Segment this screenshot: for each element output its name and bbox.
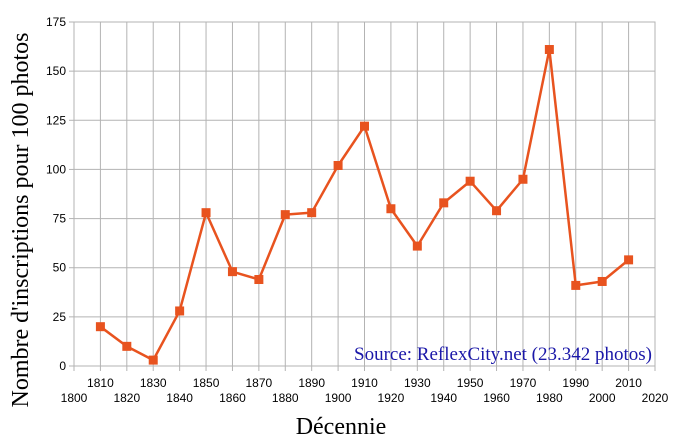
x-tick-label: 1840 [166,391,193,405]
data-point-marker [175,306,185,316]
y-tick-label: 0 [59,359,66,373]
data-point-marker [597,276,607,286]
x-tick-label: 2020 [642,391,669,405]
data-point-marker [227,267,237,277]
x-tick-label: 1890 [298,376,325,390]
x-tick-label: 1830 [140,376,167,390]
data-point-marker [465,176,475,186]
x-tick-label: 1880 [272,391,299,405]
y-tick-label: 50 [53,261,67,275]
x-tick-label: 1940 [430,391,457,405]
data-point-marker [492,206,502,216]
y-tick-label: 25 [53,310,67,324]
data-point-marker [412,241,422,251]
x-tick-label: 1970 [510,376,537,390]
data-point-marker [280,210,290,220]
x-tick-label: 1860 [219,391,246,405]
x-tick-label: 1800 [61,391,88,405]
y-tick-label: 150 [46,64,66,78]
x-tick-label: 1980 [536,391,563,405]
data-point-marker [254,275,264,285]
data-point-marker [571,280,581,290]
y-tick-label: 75 [53,212,67,226]
y-tick-label: 100 [46,162,66,176]
data-point-marker [333,160,343,170]
x-tick-label: 1820 [113,391,140,405]
grid-lines [74,22,655,366]
x-tick-label: 1900 [325,391,352,405]
data-point-marker [122,341,132,351]
x-axis-title: Décennie [296,414,387,440]
x-tick-label: 1920 [378,391,405,405]
x-tick-label: 2000 [589,391,616,405]
data-point-marker [518,174,528,184]
x-tick-label: 1960 [483,391,510,405]
x-tick-label: 1930 [404,376,431,390]
x-tick-label: 1910 [351,376,378,390]
y-axis-title: Nombre d'inscriptions pour 100 photos [8,33,34,408]
y-tick-label: 175 [46,15,66,29]
data-point-marker [95,322,105,332]
source-annotation: Source: ReflexCity.net (23.342 photos) [354,344,652,365]
data-point-marker [148,355,158,365]
data-point-marker [544,45,554,55]
series-layer [95,45,634,365]
data-point-marker [624,255,634,265]
x-tick-label: 1810 [87,376,114,390]
x-tick-label: 1870 [246,376,273,390]
y-tick-label: 125 [46,113,66,127]
x-tick-label: 1950 [457,376,484,390]
data-point-marker [201,208,211,218]
x-tick-label: 1990 [562,376,589,390]
x-tick-label: 2010 [615,376,642,390]
data-point-marker [307,208,317,218]
data-point-marker [439,198,449,208]
data-point-marker [386,204,396,214]
x-tick-label: 1850 [193,376,220,390]
data-point-marker [360,121,369,131]
